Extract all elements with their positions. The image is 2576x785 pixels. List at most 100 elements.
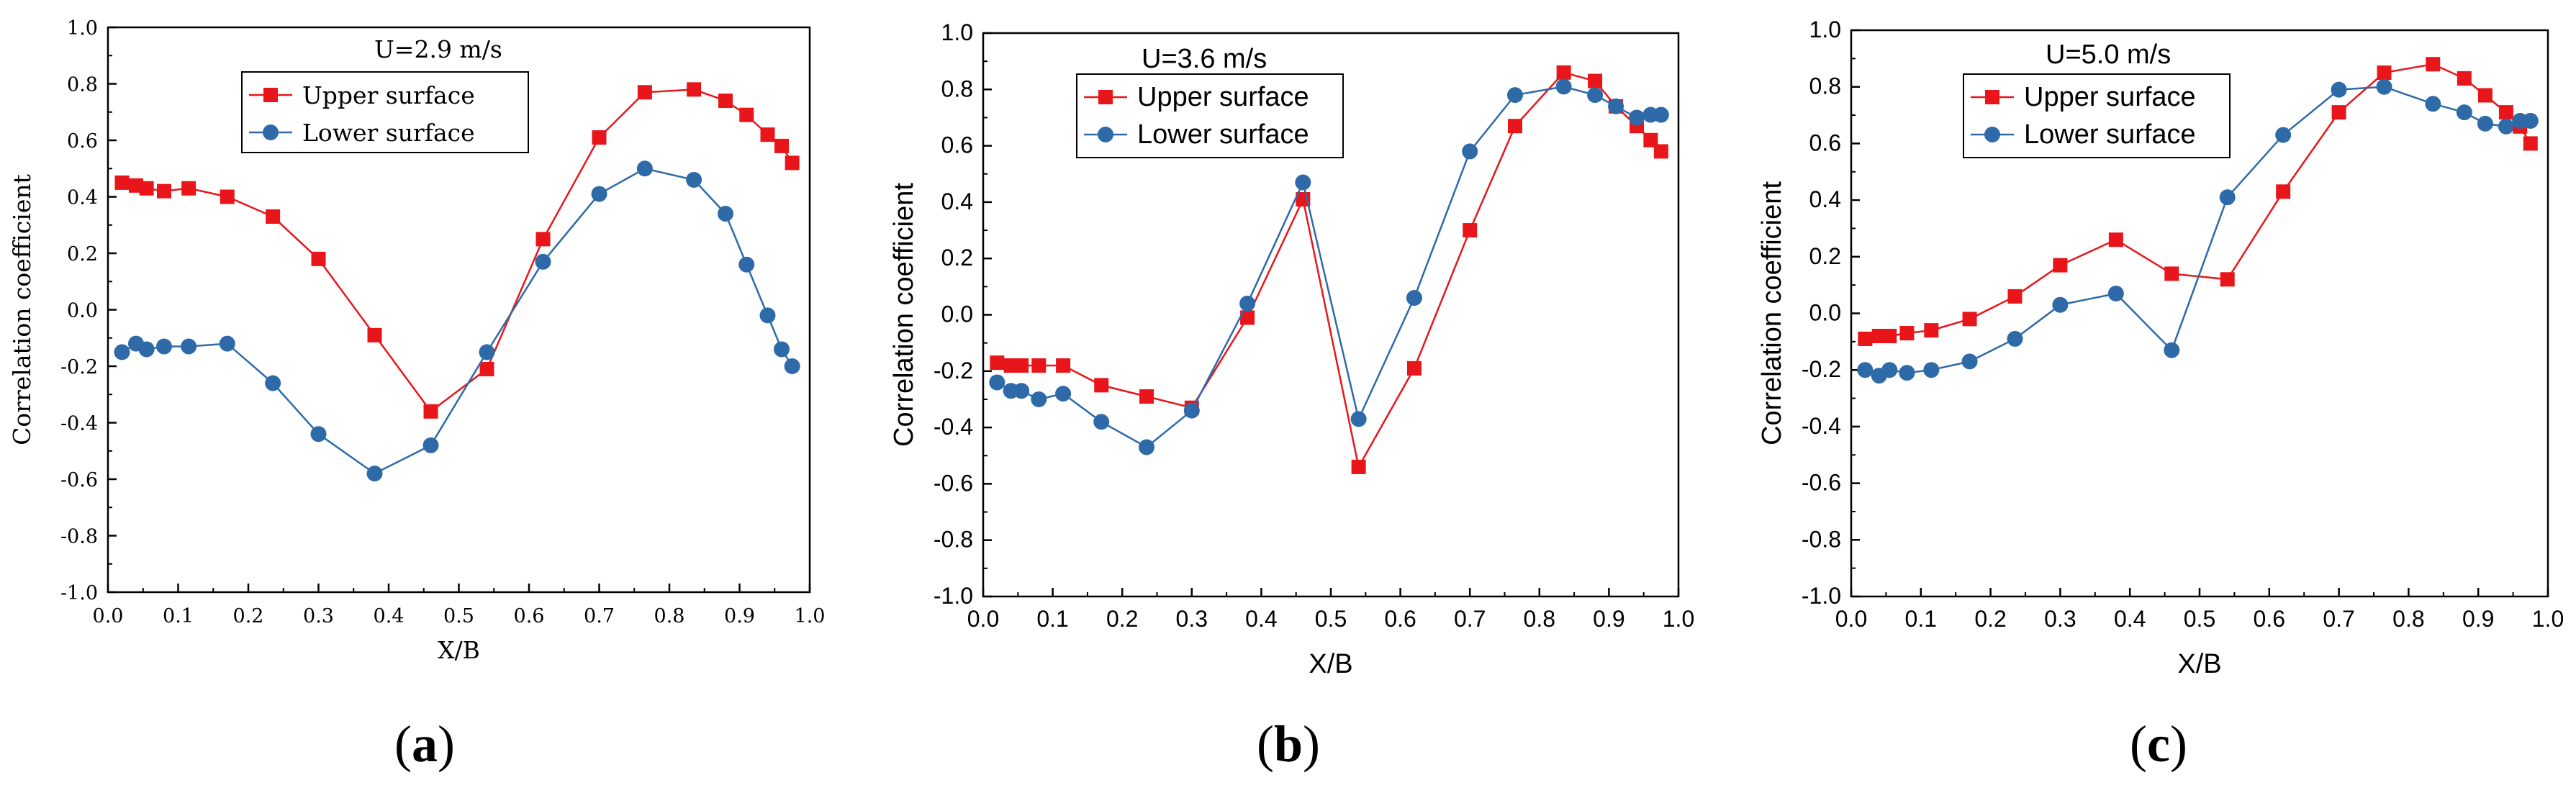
x-tick-label: 0.8 xyxy=(1524,606,1555,632)
data-point-upper xyxy=(2220,272,2235,287)
data-point-upper xyxy=(2426,57,2441,72)
legend: Upper surface Lower surface xyxy=(1076,73,1344,158)
x-tick-label: 0.9 xyxy=(1593,606,1624,632)
y-tick-label: 0.6 xyxy=(67,130,98,153)
legend-marker-circle xyxy=(1098,127,1113,142)
x-tick-label: 0.1 xyxy=(1905,606,1937,632)
data-point-lower xyxy=(310,426,327,443)
y-tick-label: 1.0 xyxy=(1809,17,1841,42)
data-point-lower xyxy=(2331,81,2347,98)
data-point-upper xyxy=(1014,358,1029,373)
x-tick-label: 0.5 xyxy=(1315,606,1347,632)
x-tick-label: 0.4 xyxy=(374,605,405,627)
y-tick-label: 0.0 xyxy=(67,300,98,322)
data-point-upper xyxy=(311,251,326,266)
data-point-lower xyxy=(2164,342,2180,358)
data-point-upper xyxy=(774,138,789,153)
x-tick-label: 0.6 xyxy=(2254,606,2285,632)
data-point-upper xyxy=(2377,65,2392,81)
x-tick-label: 0.6 xyxy=(514,605,545,627)
data-point-lower xyxy=(1013,383,1030,399)
data-point-upper xyxy=(592,130,607,145)
data-point-lower xyxy=(138,341,155,358)
data-point-upper xyxy=(1653,144,1668,159)
y-tick-label: 0.6 xyxy=(941,132,973,158)
x-tick-label: 0.8 xyxy=(654,605,685,627)
y-tick-label: 0.0 xyxy=(941,301,973,327)
x-tick-label: 0.8 xyxy=(2392,606,2424,632)
data-point-lower xyxy=(2376,78,2392,95)
data-point-upper xyxy=(535,232,551,247)
data-point-lower xyxy=(1183,402,1200,419)
x-tick-label: 0.9 xyxy=(2462,606,2494,632)
data-point-upper xyxy=(266,209,281,224)
data-point-upper xyxy=(2498,105,2513,120)
data-point-lower xyxy=(1857,362,1874,378)
data-point-lower xyxy=(1295,174,1311,191)
data-point-lower xyxy=(1462,143,1478,160)
data-point-upper xyxy=(2108,232,2123,248)
panel-caption: (c) xyxy=(2130,715,2187,773)
data-point-lower xyxy=(1031,391,1047,407)
data-point-upper xyxy=(687,82,702,97)
data-point-lower xyxy=(2456,104,2472,121)
y-tick-label: -1.0 xyxy=(934,583,973,609)
y-tick-label: -0.4 xyxy=(934,414,973,440)
data-point-upper xyxy=(1507,119,1522,134)
data-point-upper xyxy=(2276,184,2291,199)
data-point-lower xyxy=(1587,87,1604,104)
data-point-lower xyxy=(479,344,495,360)
legend: Upper surface Lower surface xyxy=(241,71,529,153)
data-point-upper xyxy=(990,355,1005,371)
data-point-lower xyxy=(1923,362,1940,378)
data-point-lower xyxy=(636,160,653,177)
data-point-lower xyxy=(591,186,607,202)
x-axis-label: X/B xyxy=(438,636,480,664)
data-point-upper xyxy=(139,181,154,196)
y-tick-label: 0.4 xyxy=(941,189,973,214)
data-point-upper xyxy=(1924,323,1939,338)
y-tick-label: -0.6 xyxy=(1802,470,1841,496)
data-point-lower xyxy=(1608,98,1624,114)
x-tick-label: 0.2 xyxy=(1974,606,2006,632)
data-point-lower xyxy=(1093,414,1110,430)
y-tick-label: 0.8 xyxy=(67,74,98,96)
y-tick-label: -0.2 xyxy=(1802,356,1841,382)
y-tick-label: 0.0 xyxy=(1809,300,1841,326)
data-point-lower xyxy=(219,335,235,352)
x-tick-label: 0.1 xyxy=(163,605,194,627)
data-point-upper xyxy=(760,127,775,142)
data-point-lower xyxy=(2522,112,2539,129)
x-tick-label: 0.2 xyxy=(1106,606,1138,632)
y-tick-label: -0.4 xyxy=(1802,413,1841,439)
y-axis-label: Correlation coefficient xyxy=(8,174,36,445)
data-point-lower xyxy=(1961,353,1978,370)
y-tick-label: -1.0 xyxy=(1802,583,1841,609)
x-tick-label: 0.3 xyxy=(1176,606,1208,632)
x-tick-label: 0.1 xyxy=(1036,606,1068,632)
x-tick-label: 0.5 xyxy=(2184,606,2215,632)
data-point-upper xyxy=(1556,65,1571,80)
data-point-upper xyxy=(739,107,754,122)
x-tick-label: 0.4 xyxy=(2114,606,2146,632)
data-point-lower xyxy=(1055,386,1072,402)
data-point-upper xyxy=(2523,136,2538,151)
data-point-upper xyxy=(479,361,494,376)
y-tick-label: 0.4 xyxy=(67,187,98,209)
x-tick-label: 0.3 xyxy=(303,605,334,627)
data-point-upper xyxy=(1962,312,1977,327)
data-point-upper xyxy=(2331,105,2346,120)
y-tick-label: 0.6 xyxy=(1809,130,1841,155)
x-tick-label: 1.0 xyxy=(795,605,826,627)
data-point-upper xyxy=(1406,360,1422,376)
data-point-upper xyxy=(637,85,652,100)
legend-marker-circle xyxy=(1984,127,2000,142)
y-tick-label: -0.8 xyxy=(934,527,973,553)
data-point-upper xyxy=(2053,258,2068,273)
chart-panel-3: -1.0 -0.8 -0.6 -0.4 -0.2 0.0 0.2 0.4 0.6 0.8 1.0 0.… xyxy=(1757,17,2564,773)
y-tick-label: -0.6 xyxy=(60,469,98,491)
x-tick-label: 0.0 xyxy=(93,605,124,627)
y-tick-label: 0.2 xyxy=(67,243,98,266)
data-point-upper xyxy=(220,189,235,204)
data-point-lower xyxy=(1555,78,1572,95)
